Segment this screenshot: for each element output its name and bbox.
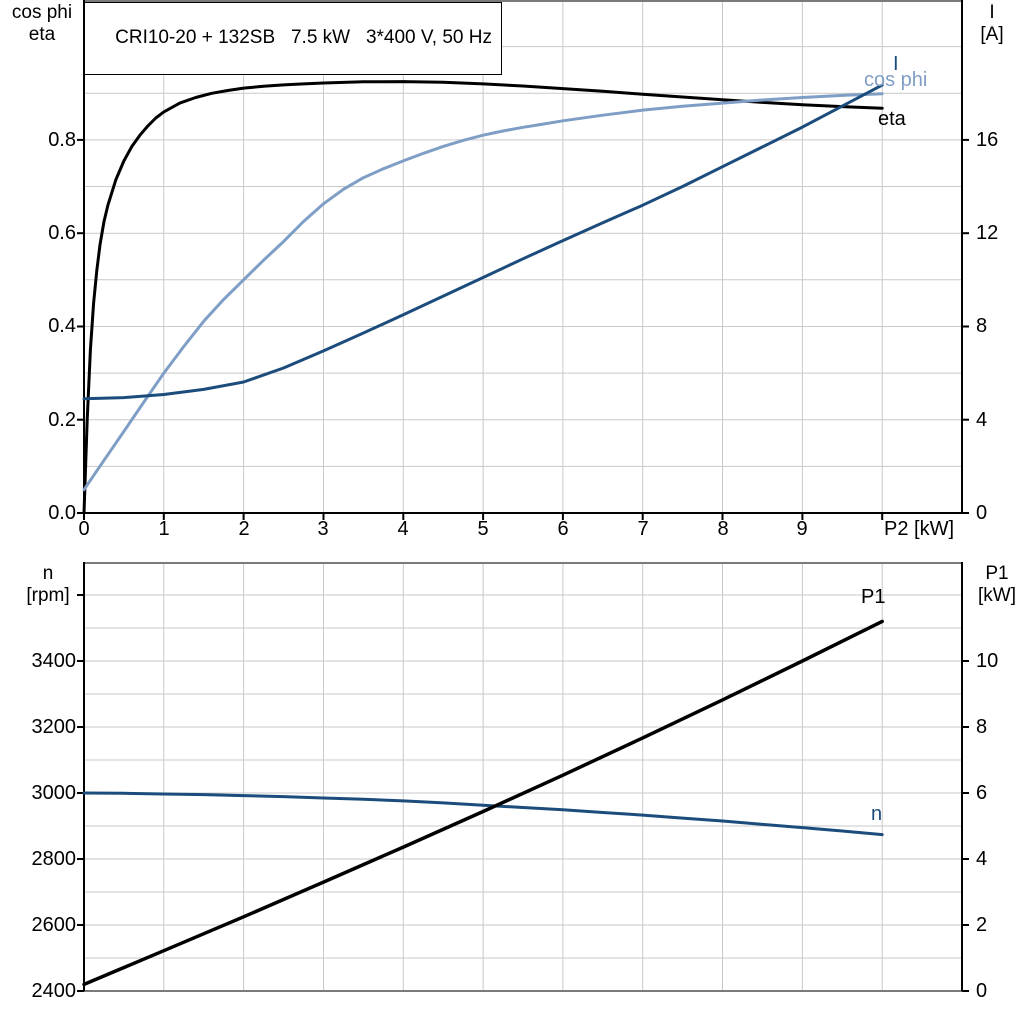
bottom-chart-y-right-tick-label: 2 [976, 914, 988, 936]
curve-label-I: I [893, 53, 899, 75]
bottom-left-axis-title-line1: n [42, 563, 54, 584]
bottom-chart-y-left-tick-label: 3200 [31, 716, 77, 738]
bottom-left-axis-title-line2: [rpm] [26, 585, 70, 606]
top-left-axis-title-line1: cos phi [11, 2, 73, 23]
top-chart-y-right-tick-label: 0 [976, 502, 988, 524]
top-left-axis-title: cos phi eta [2, 2, 82, 46]
curve-label-n: n [871, 803, 883, 825]
top-chart-y-right-tick-label: 4 [976, 409, 988, 431]
top-chart-y-right-tick-label: 12 [976, 222, 999, 244]
bottom-chart-y-left-tick-label: 2600 [31, 914, 77, 936]
series-eta [82, 80, 884, 515]
bottom-chart-y-right-tick-label: 0 [976, 980, 988, 1002]
top-left-axis-title-line2: eta [28, 24, 56, 45]
bottom-chart-y-right-tick-label: 6 [976, 782, 988, 804]
bottom-chart-y-left-tick-label: 3000 [31, 782, 77, 804]
top-chart-y-left-tick-label: 0.4 [48, 315, 76, 337]
bottom-chart-y-right-tick-label: 8 [976, 716, 988, 738]
top-chart-y-left-tick-label: 0.2 [48, 409, 76, 431]
top-right-axis-title-line2: [A] [980, 24, 1004, 45]
bottom-chart-y-right-tick-label: 10 [976, 650, 999, 672]
x-axis-tick-label: 8 [717, 518, 729, 540]
curve-label-cos-phi: cos phi [864, 69, 928, 91]
curve-label-eta: eta [878, 108, 906, 130]
bottom-chart-y-left-tick-label: 3400 [31, 650, 77, 672]
top-chart-y-left-tick-label: 0.0 [48, 502, 76, 524]
chart-title: CRI10-20 + 132SB 7.5 kW 3*400 V, 50 Hz [115, 27, 492, 48]
bottom-left-axis-title: n [rpm] [12, 563, 84, 607]
x-axis-unit-label: P2 [kW] [884, 518, 955, 540]
bottom-right-axis-title-line1: P1 [985, 563, 1009, 584]
x-axis-tick-label: 4 [397, 518, 409, 540]
top-right-axis-title-line1: I [989, 2, 995, 23]
x-axis-tick-label: 2 [238, 518, 250, 540]
x-axis-tick-label: 5 [477, 518, 489, 540]
x-axis-tick-label: 1 [158, 518, 170, 540]
bottom-chart-y-right-tick-label: 4 [976, 848, 988, 870]
series-P1 [82, 619, 884, 987]
curve-label-P1: P1 [861, 586, 886, 608]
bottom-chart-y-left-tick-label: 2800 [31, 848, 77, 870]
series-I [82, 83, 884, 401]
bottom-right-axis-title: P1 [kW] [966, 563, 1024, 607]
top-chart-y-left-tick-label: 0.6 [48, 222, 76, 244]
top-right-axis-title: I [A] [962, 2, 1022, 46]
top-chart-y-left-tick-label: 0.8 [48, 129, 76, 151]
x-axis-tick-label: 7 [637, 518, 649, 540]
x-axis-tick-label: 9 [796, 518, 808, 540]
x-axis-tick-label: 3 [317, 518, 329, 540]
series-cos_phi [82, 92, 884, 492]
bottom-right-axis-title-line2: [kW] [978, 585, 1016, 606]
top-chart-y-right-tick-label: 8 [976, 315, 988, 337]
series-n [82, 791, 884, 837]
x-axis-tick-label: 0 [78, 518, 90, 540]
top-chart-y-right-tick-label: 16 [976, 129, 999, 151]
bottom-chart-y-left-tick-label: 2400 [31, 980, 77, 1002]
x-axis-tick-label: 6 [557, 518, 569, 540]
chart-title-box: CRI10-20 + 132SB 7.5 kW 3*400 V, 50 Hz [84, 2, 502, 75]
